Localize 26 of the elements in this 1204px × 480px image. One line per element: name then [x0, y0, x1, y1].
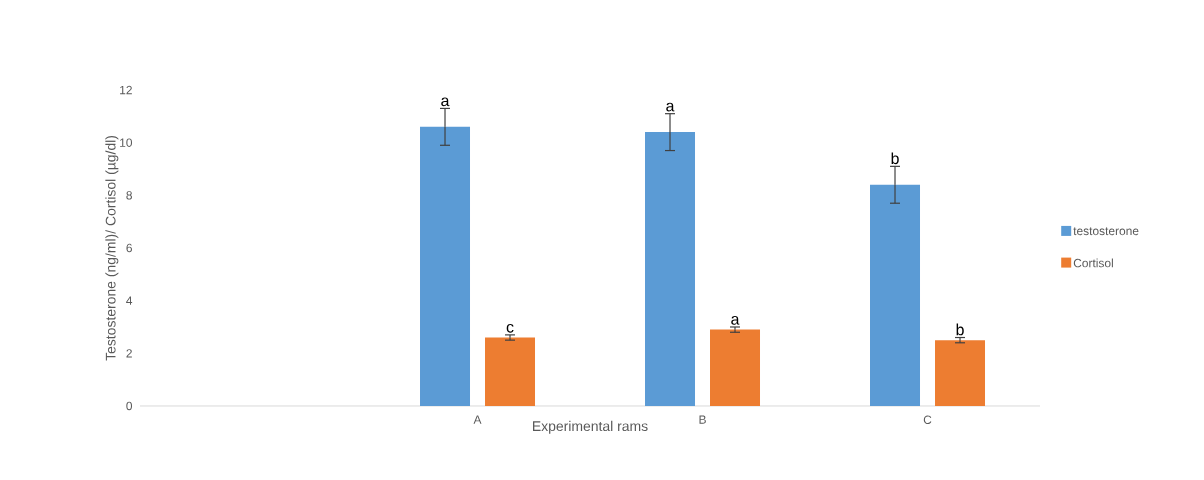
y-tick-label: 8: [126, 191, 132, 200]
y-tick-label: 2: [126, 349, 132, 358]
x-tick-label: C: [923, 415, 932, 424]
x-tick-label: B: [699, 415, 706, 424]
x-tick-label: A: [473, 415, 482, 424]
annotation: b: [956, 323, 964, 336]
bar: [710, 329, 761, 406]
y-tick-label: 4: [126, 296, 133, 305]
bar: [870, 184, 921, 406]
annotation: c: [506, 323, 514, 333]
x-axis-title: Experimental rams: [533, 420, 648, 434]
y-tick-label: 10: [120, 138, 133, 147]
annotation: a: [731, 316, 740, 325]
y-tick-label: 6: [126, 243, 132, 253]
bar: [935, 340, 986, 406]
annotation: a: [666, 102, 675, 112]
legend-label: Cortisol: [1073, 258, 1113, 268]
y-tick-label: 12: [120, 85, 132, 95]
bar: [420, 126, 471, 406]
legend-label: testosterone: [1073, 227, 1139, 236]
bar: [485, 337, 536, 406]
y-axis-title: Testosterone (ng/ml)/ Cortisol (µg/dl): [105, 135, 119, 361]
y-tick-label: 0: [126, 401, 133, 411]
bar: [645, 132, 696, 406]
annotation: a: [441, 97, 450, 107]
annotation: b: [891, 152, 899, 165]
